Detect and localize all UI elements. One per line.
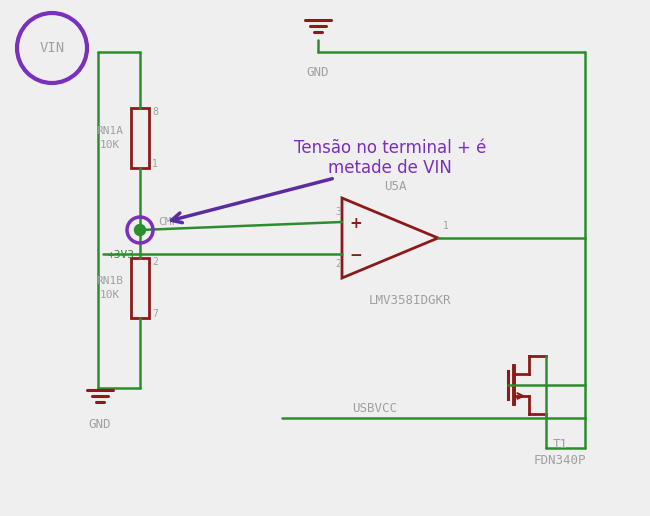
Text: U5A: U5A <box>384 180 406 192</box>
Text: 10K: 10K <box>100 290 120 300</box>
Text: T1: T1 <box>552 439 567 452</box>
Text: CMP: CMP <box>158 217 178 227</box>
Text: GND: GND <box>307 66 330 78</box>
Text: USBVCC: USBVCC <box>352 401 398 414</box>
Bar <box>131 258 149 318</box>
Text: 3: 3 <box>335 207 341 217</box>
Text: FDN340P: FDN340P <box>534 454 586 466</box>
Text: Tensão no terminal + é
metade de VIN: Tensão no terminal + é metade de VIN <box>294 139 486 178</box>
Text: RN1A: RN1A <box>96 126 124 136</box>
Text: +3V3: +3V3 <box>108 250 135 260</box>
Text: −: − <box>350 248 363 263</box>
Text: LMV358IDGKR: LMV358IDGKR <box>369 294 451 307</box>
Circle shape <box>135 224 146 235</box>
Text: 1: 1 <box>443 221 449 231</box>
Text: 10K: 10K <box>100 140 120 150</box>
Text: 2: 2 <box>335 259 341 269</box>
Text: GND: GND <box>89 418 111 431</box>
Bar <box>131 108 149 168</box>
Text: 2: 2 <box>152 257 158 267</box>
Text: VIN: VIN <box>40 41 64 55</box>
Text: 8: 8 <box>152 107 158 117</box>
Text: 7: 7 <box>152 309 158 319</box>
Text: 1: 1 <box>152 159 158 169</box>
Text: RN1B: RN1B <box>96 276 124 286</box>
Text: +: + <box>350 216 363 231</box>
